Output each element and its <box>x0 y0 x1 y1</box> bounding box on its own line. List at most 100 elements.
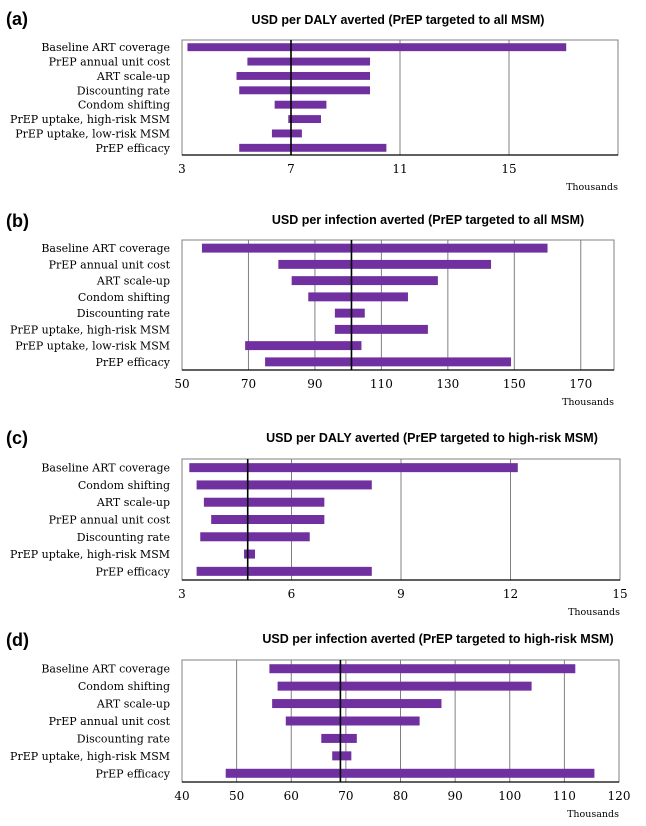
category-label: ART scale-up <box>96 70 170 83</box>
category-label: PrEP efficacy <box>95 142 170 155</box>
range-bar <box>200 532 310 542</box>
x-tick-label: 90 <box>447 789 462 803</box>
x-tick-label: 15 <box>612 587 627 601</box>
panel-label: (a) <box>6 9 28 29</box>
panel-label: (b) <box>6 211 29 231</box>
range-bar <box>271 129 302 138</box>
range-bar <box>196 480 372 490</box>
panel-label: (c) <box>6 428 28 448</box>
category-label: PrEP uptake, high-risk MSM <box>10 113 170 126</box>
category-label: Condom shifting <box>78 680 170 693</box>
range-bar <box>321 733 357 743</box>
chart-title: USD per DALY averted (PrEP targeted to h… <box>266 431 598 445</box>
unit-label: Thousands <box>568 607 620 618</box>
category-label: Discounting rate <box>77 84 170 97</box>
unit-label: Thousands <box>567 809 619 820</box>
category-label: ART scale-up <box>96 496 170 509</box>
range-bar <box>272 699 442 709</box>
range-bar <box>187 43 567 52</box>
range-bar <box>334 324 428 334</box>
unit-label: Thousands <box>566 182 618 193</box>
range-bar <box>278 259 492 269</box>
chart-panel-1: (a) USD per DALY averted (PrEP targeted t… <box>6 9 619 193</box>
range-bar <box>201 243 548 253</box>
x-tick-label: 110 <box>553 789 576 803</box>
x-tick-label: 11 <box>392 162 407 176</box>
x-tick-label: 110 <box>370 377 393 391</box>
x-tick-label: 170 <box>569 377 592 391</box>
plot-frame <box>181 239 615 371</box>
chart-panel-2: (b) USD per infection averted (PrEP targe… <box>6 211 615 408</box>
category-label: Condom shifting <box>78 99 170 112</box>
category-label: ART scale-up <box>96 698 170 711</box>
category-label: Baseline ART coverage <box>41 41 170 54</box>
chart-title: USD per infection averted (PrEP targeted… <box>262 632 613 646</box>
range-bar <box>265 357 511 367</box>
x-tick-label: 3 <box>178 162 186 176</box>
category-label: Baseline ART coverage <box>41 663 170 676</box>
category-label: Discounting rate <box>77 531 170 544</box>
category-label: Condom shifting <box>78 479 170 492</box>
x-tick-label: 150 <box>503 377 526 391</box>
category-label: PrEP uptake, high-risk MSM <box>10 750 170 763</box>
x-tick-label: 7 <box>287 162 295 176</box>
category-label: PrEP efficacy <box>95 356 170 369</box>
x-tick-label: 80 <box>393 789 408 803</box>
category-label: Baseline ART coverage <box>41 462 170 475</box>
x-tick-label: 9 <box>397 587 405 601</box>
x-tick-label: 50 <box>174 377 189 391</box>
unit-label: Thousands <box>562 397 614 408</box>
range-bar <box>285 716 420 726</box>
range-bar <box>239 143 387 152</box>
x-tick-label: 70 <box>338 789 353 803</box>
x-tick-label: 50 <box>229 789 244 803</box>
range-bar <box>203 497 325 507</box>
category-label: PrEP uptake, high-risk MSM <box>10 548 170 561</box>
x-tick-label: 70 <box>241 377 256 391</box>
range-bar <box>274 100 327 109</box>
chart-title: USD per DALY averted (PrEP targeted to a… <box>252 13 545 27</box>
range-bar <box>277 681 532 691</box>
category-label: Baseline ART coverage <box>41 242 170 255</box>
category-label: PrEP annual unit cost <box>49 514 171 527</box>
category-label: ART scale-up <box>96 275 170 288</box>
x-tick-label: 6 <box>288 587 296 601</box>
category-label: PrEP efficacy <box>95 565 170 578</box>
range-bar <box>334 308 365 318</box>
x-tick-label: 3 <box>178 587 186 601</box>
x-tick-label: 40 <box>174 789 189 803</box>
category-label: PrEP efficacy <box>95 767 170 780</box>
range-bar <box>189 463 518 473</box>
chart-title: USD per infection averted (PrEP targeted… <box>272 213 584 227</box>
category-label: PrEP uptake, high-risk MSM <box>10 323 170 336</box>
chart-panel-4: (d) USD per infection averted (PrEP targe… <box>6 630 630 820</box>
range-bar <box>288 115 321 124</box>
category-label: PrEP annual unit cost <box>49 258 171 271</box>
chart-panel-3: (c) USD per DALY averted (PrEP targeted t… <box>6 428 628 618</box>
category-label: PrEP uptake, low-risk MSM <box>15 127 170 140</box>
range-bar <box>211 515 325 524</box>
range-bar <box>239 86 371 95</box>
range-bar <box>225 768 595 778</box>
range-bar <box>308 292 408 302</box>
range-bar <box>245 341 362 351</box>
x-tick-label: 90 <box>307 377 322 391</box>
range-bar <box>291 276 438 286</box>
x-tick-label: 120 <box>608 789 631 803</box>
category-label: PrEP annual unit cost <box>49 715 171 728</box>
category-label: Discounting rate <box>77 307 170 320</box>
range-bar <box>196 566 372 576</box>
x-tick-label: 100 <box>498 789 521 803</box>
panel-label: (d) <box>6 630 29 650</box>
range-bar <box>269 664 576 674</box>
x-tick-label: 130 <box>436 377 459 391</box>
range-bar <box>247 57 371 66</box>
x-tick-label: 12 <box>503 587 518 601</box>
category-label: Discounting rate <box>77 732 170 745</box>
range-bar <box>236 71 371 80</box>
category-label: PrEP uptake, low-risk MSM <box>15 340 170 353</box>
category-label: Condom shifting <box>78 291 170 304</box>
x-tick-label: 60 <box>284 789 299 803</box>
range-bar <box>332 751 352 761</box>
